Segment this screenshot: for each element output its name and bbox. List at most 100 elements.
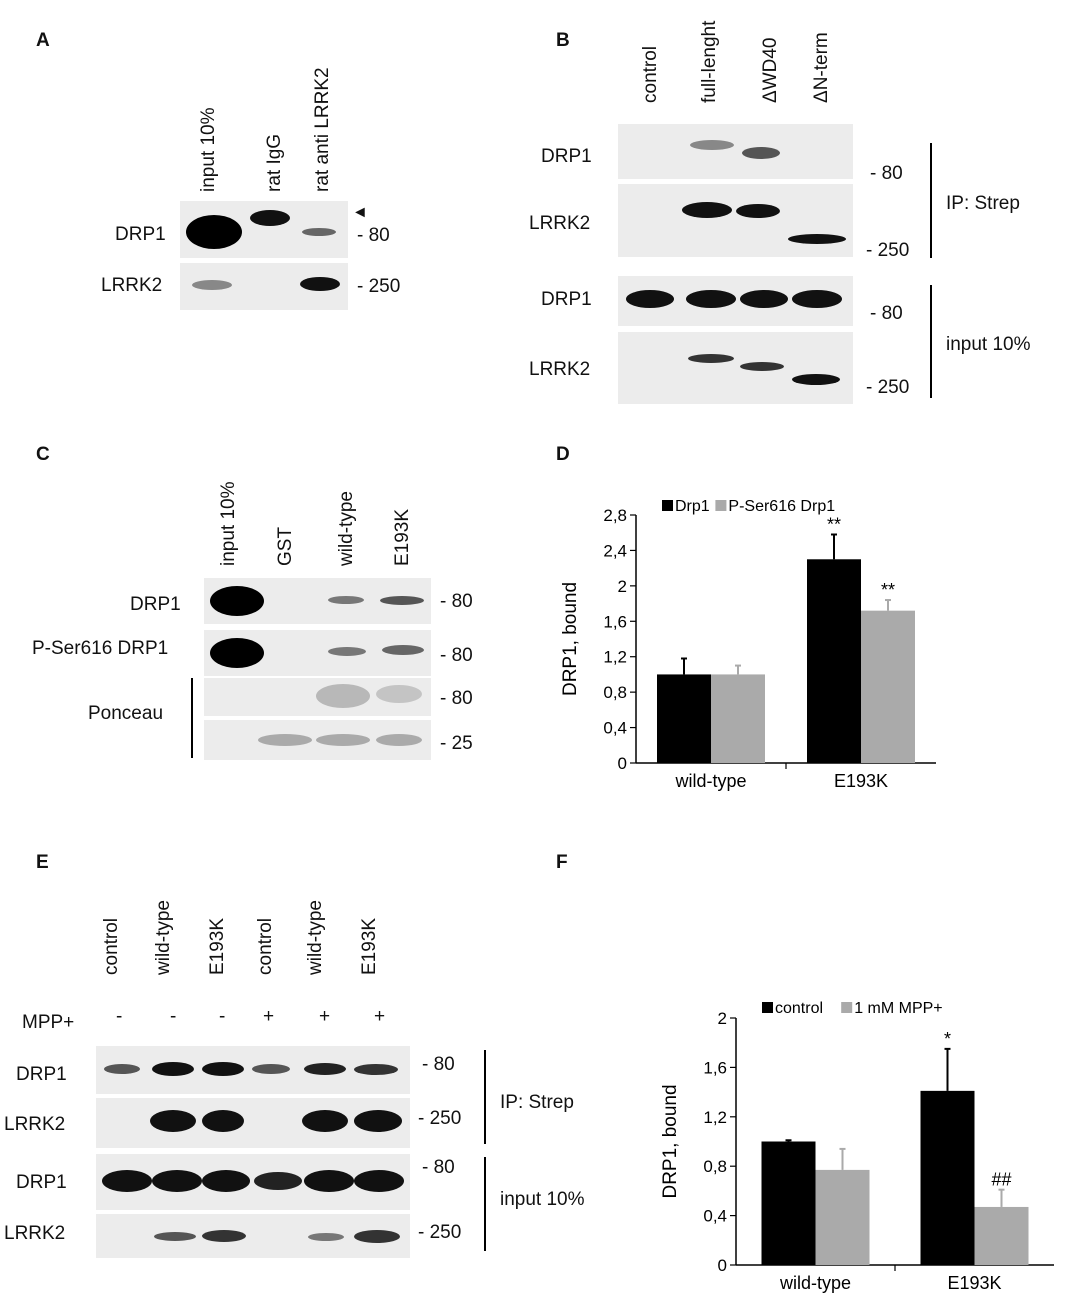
y-tick-label: 0,4 — [703, 1207, 727, 1226]
y-tick-label: 0,8 — [703, 1157, 727, 1176]
blot-a-lrrk2 — [180, 263, 348, 310]
row-label-lrrk2: LRRK2 — [529, 359, 591, 380]
mw-marker: - 80 — [440, 688, 473, 709]
lane-label: wild-type — [336, 491, 357, 566]
band — [382, 645, 424, 655]
band — [150, 1110, 196, 1132]
mpp-sign: - — [116, 1006, 123, 1027]
band — [186, 215, 242, 249]
row-label-drp1: DRP1 — [115, 224, 166, 245]
band — [304, 1170, 354, 1192]
group-label-input: input 10% — [946, 334, 1031, 355]
panel-c-label: C — [36, 444, 50, 465]
blot-e-ip-lrrk2 — [96, 1098, 410, 1148]
blot-e-input-drp1 — [96, 1154, 410, 1210]
row-label-lrrk2: LRRK2 — [4, 1223, 66, 1244]
blot-a-drp1 — [180, 201, 348, 258]
band — [254, 1172, 302, 1190]
bar — [974, 1206, 1029, 1265]
band — [686, 290, 736, 308]
band — [376, 685, 422, 703]
y-axis-label: DRP1, bound — [660, 1084, 681, 1198]
band — [788, 234, 846, 244]
band — [740, 290, 788, 308]
blot-b-ip-lrrk2 — [618, 184, 853, 257]
x-tick-label: E193K — [947, 1273, 1001, 1293]
band — [300, 277, 340, 291]
chart-d: 0 0,4 0,8 1,2 1,6 2 2,4 2,8 DRP1, bound wild-type… — [560, 498, 936, 791]
band — [192, 280, 232, 290]
band — [152, 1062, 194, 1076]
blot-c-ponceau-80 — [204, 678, 431, 716]
x-tick-label: E193K — [834, 771, 888, 791]
panel-f-label: F — [556, 852, 568, 873]
band — [250, 210, 290, 226]
mw-marker: - 25 — [440, 733, 473, 754]
legend-label: control — [775, 1000, 823, 1017]
band — [792, 374, 840, 385]
panel-a-label: A — [36, 30, 50, 51]
legend-swatch — [715, 500, 727, 511]
band — [202, 1062, 244, 1076]
bracket-line — [484, 1157, 486, 1251]
band — [626, 290, 674, 308]
bar — [711, 674, 765, 763]
band — [202, 1170, 250, 1192]
band — [210, 586, 264, 616]
lane-label: E193K — [392, 508, 413, 566]
y-tick-label: 0,8 — [603, 683, 627, 702]
x-tick-label: wild-type — [779, 1273, 851, 1293]
band — [354, 1170, 404, 1192]
row-label-lrrk2: LRRK2 — [4, 1114, 66, 1135]
band — [740, 362, 784, 371]
band — [258, 734, 312, 746]
band — [736, 204, 780, 218]
band — [690, 140, 734, 150]
bar — [761, 1141, 816, 1265]
lane-label: E193K — [359, 917, 380, 975]
lane-label: wild-type — [305, 900, 326, 975]
band — [154, 1232, 196, 1241]
y-tick-label: 2 — [718, 1009, 727, 1028]
bracket-line — [191, 678, 193, 758]
y-tick-label: 2,8 — [603, 506, 627, 525]
legend-swatch — [841, 1002, 853, 1013]
legend-label: P-Ser616 Drp1 — [728, 498, 835, 515]
bar — [920, 1090, 975, 1265]
y-tick-label: 0,4 — [603, 719, 627, 738]
mw-marker: - 80 — [357, 225, 390, 246]
blot-c-ponceau-25 — [204, 720, 431, 760]
lane-label: ΔWD40 — [760, 37, 781, 103]
blot-c-pser616 — [204, 630, 431, 676]
row-label-drp1: DRP1 — [16, 1064, 67, 1085]
mw-marker: - 80 — [870, 303, 903, 324]
bracket-line — [930, 143, 932, 258]
bracket-line — [484, 1050, 486, 1144]
y-tick-label: 0 — [718, 1256, 727, 1275]
mw-marker: - 250 — [418, 1222, 462, 1243]
band — [316, 684, 370, 708]
legend-label: Drp1 — [675, 498, 710, 515]
lane-label: rat IgG — [264, 133, 285, 192]
band — [102, 1170, 152, 1192]
band — [354, 1230, 400, 1243]
blot-e-ip-drp1 — [96, 1046, 410, 1094]
band — [688, 354, 734, 363]
bar — [657, 674, 711, 763]
blot-b-input-drp1 — [618, 276, 853, 326]
mpp-sign: - — [219, 1006, 226, 1027]
lane-label: E193K — [207, 917, 228, 975]
mw-marker: - 250 — [866, 240, 910, 261]
y-tick-label: 2 — [618, 577, 627, 596]
lane-label: GST — [275, 526, 296, 566]
band — [202, 1230, 246, 1242]
row-label-lrrk2: LRRK2 — [529, 213, 591, 234]
mw-marker: - 80 — [422, 1157, 455, 1178]
significance-label: * — [944, 1029, 951, 1049]
bar — [807, 559, 861, 763]
y-tick-label: 0 — [618, 754, 627, 773]
y-tick-label: 1,2 — [703, 1108, 727, 1127]
lane-label: control — [255, 917, 276, 975]
row-label-drp1: DRP1 — [541, 289, 592, 310]
row-label-drp1: DRP1 — [130, 594, 181, 615]
